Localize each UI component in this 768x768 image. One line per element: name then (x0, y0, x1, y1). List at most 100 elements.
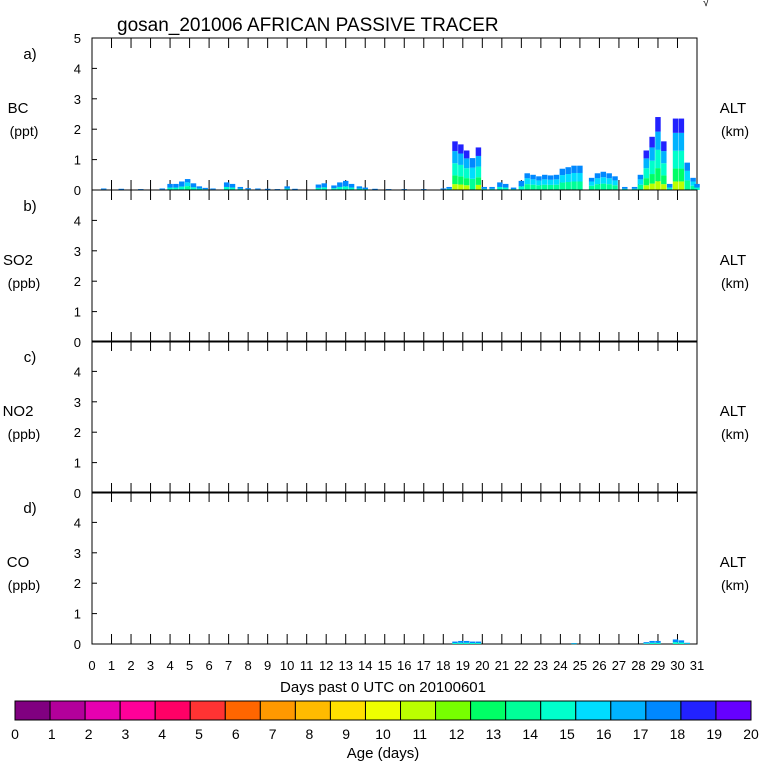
bar-segment (559, 168, 566, 176)
bar-segment (440, 188, 447, 190)
bar-segment (210, 188, 216, 190)
colorbar-swatch (259, 700, 296, 721)
x-tick-label: 7 (225, 658, 232, 673)
colorbar-swatch (189, 700, 226, 721)
bar-segment (292, 188, 298, 190)
bar (571, 165, 577, 190)
bar-segment (503, 187, 509, 190)
bar-segment (356, 186, 363, 189)
bar-segment (666, 187, 673, 190)
bar-segment (622, 188, 628, 190)
bar-segment (229, 187, 236, 190)
colorbar-swatch (84, 700, 121, 721)
bar-segment (385, 189, 392, 190)
bar-segment (524, 173, 530, 179)
bar-segment (184, 186, 191, 190)
colorbar-swatch (610, 700, 647, 721)
colorbar-swatch (49, 700, 86, 721)
bar-segment (571, 643, 577, 645)
bar-segment (342, 180, 349, 187)
bar-segment (694, 187, 700, 190)
bar (446, 186, 452, 190)
bar-segment (655, 642, 661, 644)
panel-letter: b) (23, 198, 36, 215)
y-tick-label: 0 (74, 637, 81, 652)
corner-mark: √ (703, 0, 710, 9)
y-tick-label: 2 (74, 274, 81, 289)
x-tick-label: 15 (378, 658, 392, 673)
bar (452, 641, 458, 644)
bar-segment (463, 178, 470, 186)
bar (666, 183, 673, 190)
bar-segment (655, 117, 661, 132)
bar-segment (315, 184, 322, 188)
bar-segment (463, 642, 470, 644)
x-axis-label: Days past 0 UTC on 20100601 (280, 679, 486, 696)
bar (237, 186, 244, 190)
bar-segment (475, 147, 482, 156)
bar-segment (167, 183, 173, 188)
bar-segment (458, 144, 464, 154)
bar-segment (637, 184, 644, 190)
colorbar-swatch (400, 700, 437, 721)
bar-segment (469, 167, 476, 179)
bar (553, 174, 560, 190)
bar-segment (684, 643, 690, 645)
bar-segment (475, 643, 482, 644)
bar-segment (337, 186, 343, 190)
bar-segment (649, 640, 655, 643)
colorbar-swatch (680, 700, 717, 721)
bar-segment (463, 150, 470, 159)
colorbar-tick-label: 9 (342, 726, 350, 742)
colorbar-tick-label: 20 (743, 726, 759, 742)
bar (284, 186, 290, 190)
bar (672, 118, 679, 190)
colorbar-tick-label: 7 (269, 726, 277, 742)
alt-units-label: (km) (721, 577, 749, 593)
bar-segment (530, 174, 536, 180)
colorbar-tick-label: 17 (633, 726, 649, 742)
bar-segment (577, 181, 583, 190)
units-label: (ppb) (8, 577, 41, 593)
y-tick-label: 1 (74, 456, 81, 471)
bar-segment (588, 177, 595, 182)
bar (524, 173, 530, 190)
bar (631, 186, 638, 190)
bar (503, 183, 509, 190)
bar-segment (469, 643, 476, 644)
y-tick-label: 2 (74, 576, 81, 591)
colorbar-tick-label: 8 (306, 726, 314, 742)
bar-segment (190, 187, 197, 190)
y-tick-label: 1 (74, 305, 81, 320)
bar-segment (600, 183, 607, 190)
colorbar-tick-label: 5 (195, 726, 203, 742)
bar-segment (458, 164, 464, 177)
bar-segment (684, 170, 690, 181)
bar (184, 179, 191, 190)
bar-segment (684, 642, 690, 644)
bar (594, 173, 601, 190)
bar-segment (503, 183, 509, 188)
x-tick-label: 31 (690, 658, 704, 673)
bar-segment (264, 188, 271, 190)
bar-segment (643, 150, 649, 159)
bar-segment (672, 168, 679, 182)
bar-segment (196, 186, 203, 189)
bar-segment (678, 181, 685, 190)
bar-segment (655, 168, 661, 182)
bar (458, 640, 464, 644)
bar-segment (612, 176, 618, 181)
bar-segment (542, 179, 548, 185)
bar-segment (600, 171, 607, 178)
x-tick-label: 18 (436, 658, 450, 673)
x-tick-label: 11 (300, 658, 314, 673)
x-tick-label: 14 (358, 658, 372, 673)
bar-segment (321, 183, 327, 188)
bar (321, 183, 327, 190)
bar-segment (672, 181, 679, 190)
bar-segment (463, 640, 470, 643)
bar-segment (661, 151, 667, 164)
bar-segment (649, 136, 655, 148)
bar-segment (179, 181, 185, 187)
colorbar-tick-label: 2 (85, 726, 93, 742)
